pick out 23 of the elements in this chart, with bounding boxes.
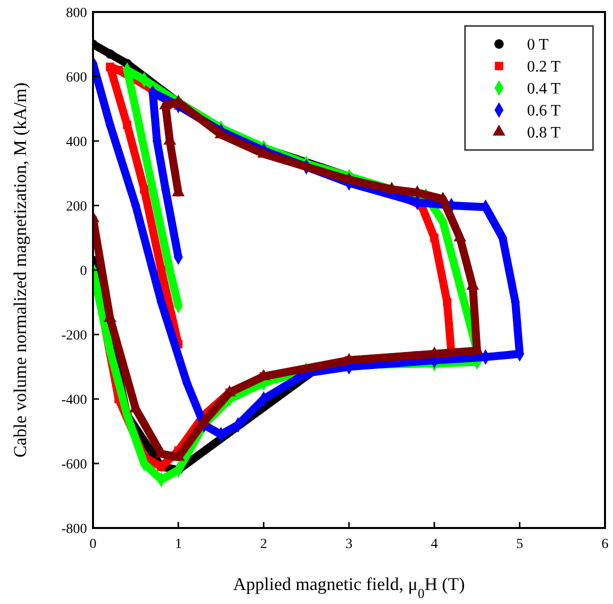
x-tick-label: 4 [430,537,438,552]
y-tick-label: 0 [80,264,87,279]
x-tick-label: 0 [90,537,96,552]
x-tick-label: 3 [346,537,352,552]
legend-label: 0 T [527,36,549,54]
y-axis-title: Cable volume normalized magnetization, M (kA/m) [10,82,30,458]
y-tick-label: -200 [61,328,87,344]
x-tick-label: 6 [602,537,608,552]
x-tick-label: 2 [260,537,268,552]
legend-label: 0.8 T [527,124,561,142]
y-tick-label: 200 [66,199,87,214]
legend-label: 0.2 T [527,58,561,76]
legend-label: 0.6 T [527,102,561,120]
y-tick-label: -800 [61,522,87,537]
y-tick-label: 800 [66,6,87,21]
y-tick-label: 600 [66,70,87,86]
x-axis-title: Applied magnetic field, μ$_{0}$H (T) [233,574,465,600]
y-tick-label: -400 [61,392,87,408]
x-tick-label: 5 [516,537,524,552]
x-tick-label: 1 [174,537,182,552]
y-tick-label: 400 [66,134,87,150]
legend-label: 0.4 T [527,80,561,98]
y-tick-label: -600 [61,457,87,472]
